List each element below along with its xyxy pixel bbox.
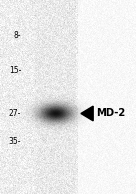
Text: 8-: 8- [14,31,21,40]
Text: 27-: 27- [9,109,21,118]
Text: 35-: 35- [9,137,21,146]
Text: MD-2: MD-2 [96,108,125,119]
Text: 15-: 15- [9,66,21,75]
Polygon shape [81,106,93,121]
